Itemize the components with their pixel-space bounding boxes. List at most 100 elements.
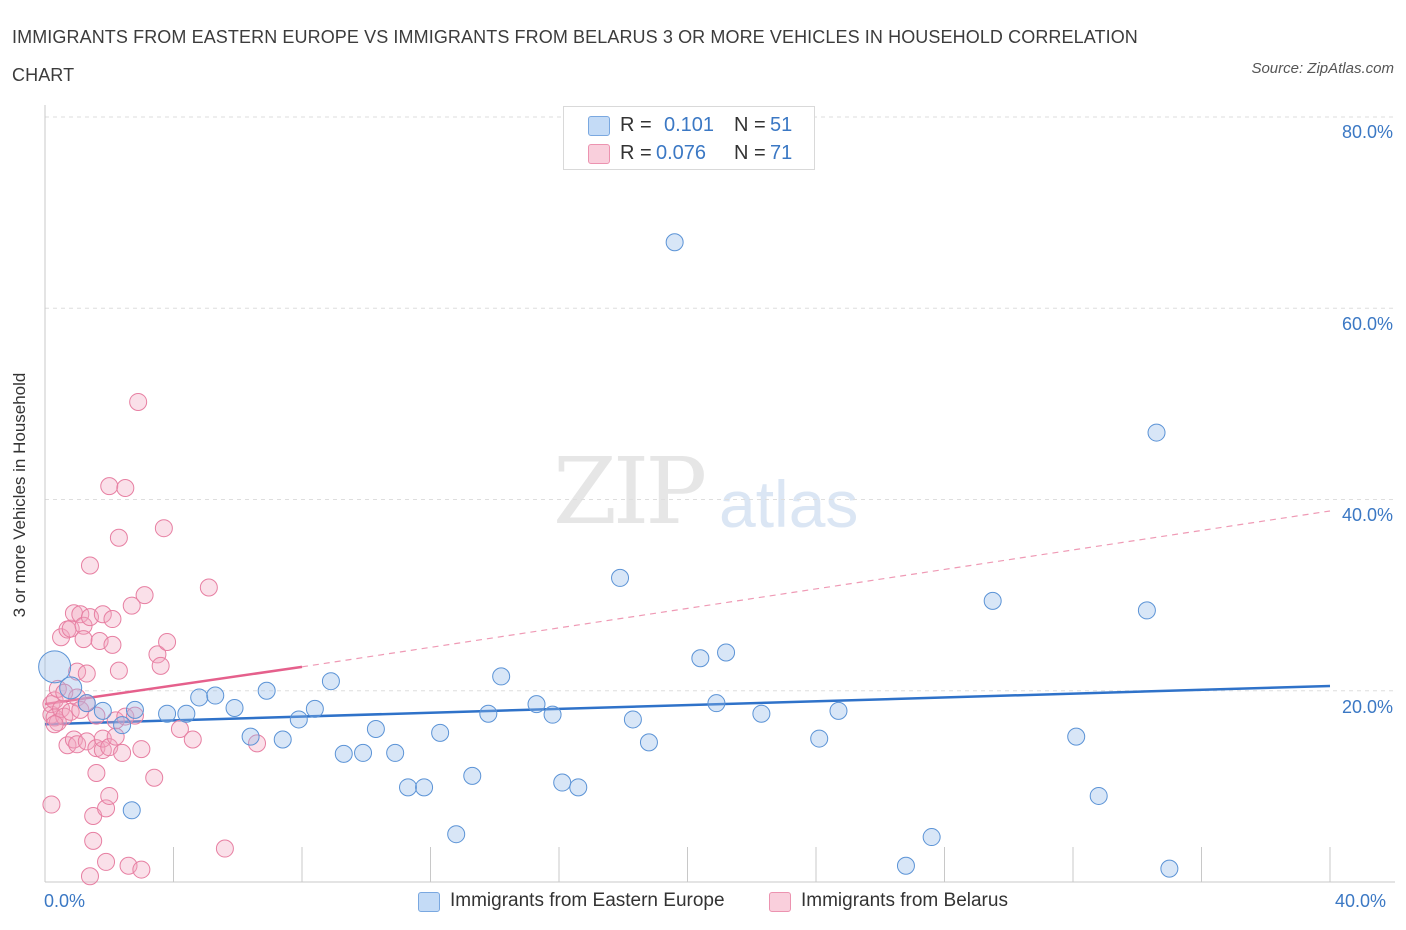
- data-point-belarus: [84, 831, 103, 850]
- data-point-eastern-europe: [354, 743, 373, 762]
- data-point-eastern-europe: [665, 233, 684, 252]
- y-tick-label: 40.0%: [1341, 505, 1393, 525]
- data-point-eastern-europe: [125, 700, 144, 719]
- data-point-eastern-europe: [366, 720, 385, 738]
- data-point-belarus: [183, 730, 202, 749]
- data-point-eastern-europe: [305, 699, 324, 718]
- data-point-belarus: [170, 720, 189, 738]
- data-point-belarus: [77, 664, 96, 683]
- data-point-belarus: [45, 715, 64, 734]
- legend-n-label: N =: [734, 142, 766, 164]
- data-point-belarus: [154, 519, 173, 538]
- data-point-eastern-europe: [922, 828, 941, 847]
- data-point-eastern-europe: [206, 686, 225, 705]
- data-point-eastern-europe: [691, 649, 710, 668]
- x-tick-label: 0.0%: [44, 891, 86, 911]
- data-point-eastern-europe: [399, 778, 418, 797]
- data-point-belarus: [103, 635, 122, 654]
- data-point-belarus: [132, 860, 151, 879]
- data-point-belarus: [100, 786, 119, 805]
- data-point-belarus: [132, 740, 151, 759]
- data-point-belarus: [122, 596, 141, 615]
- data-point-eastern-europe: [386, 743, 405, 762]
- data-point-belarus: [113, 743, 132, 762]
- chart-title: IMMIGRANTS FROM EASTERN EUROPE VS IMMIGR…: [12, 27, 1138, 85]
- legend-n-value: 51: [770, 114, 793, 136]
- data-point-belarus: [125, 706, 144, 725]
- legend-r-value: 0.101: [664, 114, 715, 136]
- legend-r-label: R =: [620, 114, 652, 136]
- data-point-eastern-europe: [543, 705, 562, 724]
- data-point-belarus: [93, 605, 112, 624]
- data-point-belarus: [71, 700, 90, 719]
- data-point-eastern-europe: [611, 568, 630, 587]
- trend-line-belarus-projected: [301, 510, 1331, 668]
- data-point-eastern-europe: [334, 744, 353, 763]
- data-point-eastern-europe: [569, 778, 588, 797]
- data-point-eastern-europe: [1147, 423, 1166, 442]
- data-point-eastern-europe: [896, 856, 915, 875]
- data-point-belarus: [151, 656, 170, 675]
- y-tick-label: 20.0%: [1341, 697, 1393, 717]
- data-point-belarus: [158, 632, 177, 651]
- data-point-eastern-europe: [623, 710, 642, 729]
- data-point-eastern-europe: [431, 723, 450, 742]
- data-point-eastern-europe: [752, 704, 771, 723]
- data-point-eastern-europe: [1137, 601, 1156, 620]
- data-point-eastern-europe: [553, 773, 572, 792]
- legend-swatch-pink: [588, 144, 610, 164]
- data-point-eastern-europe: [77, 694, 96, 713]
- data-point-belarus: [87, 739, 106, 758]
- data-point-belarus: [109, 661, 128, 680]
- data-point-eastern-europe: [983, 591, 1002, 610]
- axes: [44, 105, 1395, 883]
- legend-swatch-blue: [418, 892, 440, 912]
- y-tick-label: 80.0%: [1341, 122, 1393, 142]
- data-point-eastern-europe: [1160, 859, 1179, 878]
- data-point-eastern-europe: [59, 676, 83, 700]
- data-point-belarus: [215, 839, 234, 858]
- data-point-eastern-europe: [829, 701, 848, 720]
- data-point-eastern-europe: [113, 716, 132, 735]
- data-point-belarus: [74, 630, 93, 649]
- data-point-belarus: [103, 610, 122, 629]
- data-point-eastern-europe: [463, 766, 482, 785]
- data-point-eastern-europe: [190, 688, 209, 707]
- data-point-eastern-europe: [447, 825, 466, 844]
- bottom-legend-label: Immigrants from Belarus: [801, 890, 1008, 911]
- bottom-legend-label: Immigrants from Eastern Europe: [450, 890, 725, 911]
- watermark-zip: ZIP: [553, 438, 707, 545]
- data-point-belarus: [199, 578, 218, 597]
- data-point-belarus: [129, 392, 148, 411]
- data-point-eastern-europe: [93, 701, 112, 720]
- data-point-belarus: [109, 528, 128, 547]
- data-point-belarus: [145, 768, 164, 787]
- trend-lines: [44, 510, 1331, 726]
- data-point-eastern-europe: [479, 704, 498, 723]
- data-point-eastern-europe: [527, 695, 546, 714]
- data-point-belarus: [80, 867, 99, 886]
- data-point-eastern-europe: [241, 727, 260, 746]
- data-point-eastern-europe: [225, 698, 244, 717]
- data-point-eastern-europe: [492, 667, 511, 686]
- legend-r-label: R =: [620, 142, 652, 164]
- data-point-eastern-europe: [810, 729, 829, 748]
- data-point-eastern-europe: [415, 778, 434, 797]
- data-point-eastern-europe: [273, 730, 292, 749]
- data-point-belarus: [97, 852, 116, 871]
- y-tick-label: 60.0%: [1341, 314, 1393, 334]
- data-point-belarus: [80, 556, 99, 575]
- legend-n-value: 71: [770, 142, 793, 164]
- data-point-belarus: [248, 734, 267, 753]
- data-point-eastern-europe: [257, 681, 276, 700]
- data-point-eastern-europe: [707, 694, 726, 713]
- data-point-belarus: [87, 763, 106, 782]
- data-point-eastern-europe: [639, 733, 658, 752]
- legend-swatch-blue: [588, 116, 610, 136]
- data-point-eastern-europe: [289, 710, 308, 729]
- data-point-eastern-europe: [1067, 727, 1086, 746]
- data-point-eastern-europe: [1089, 786, 1108, 805]
- gridlines: [45, 116, 1395, 692]
- legend-n-label: N =: [734, 114, 766, 136]
- trend-line-eastern-europe: [44, 684, 1331, 726]
